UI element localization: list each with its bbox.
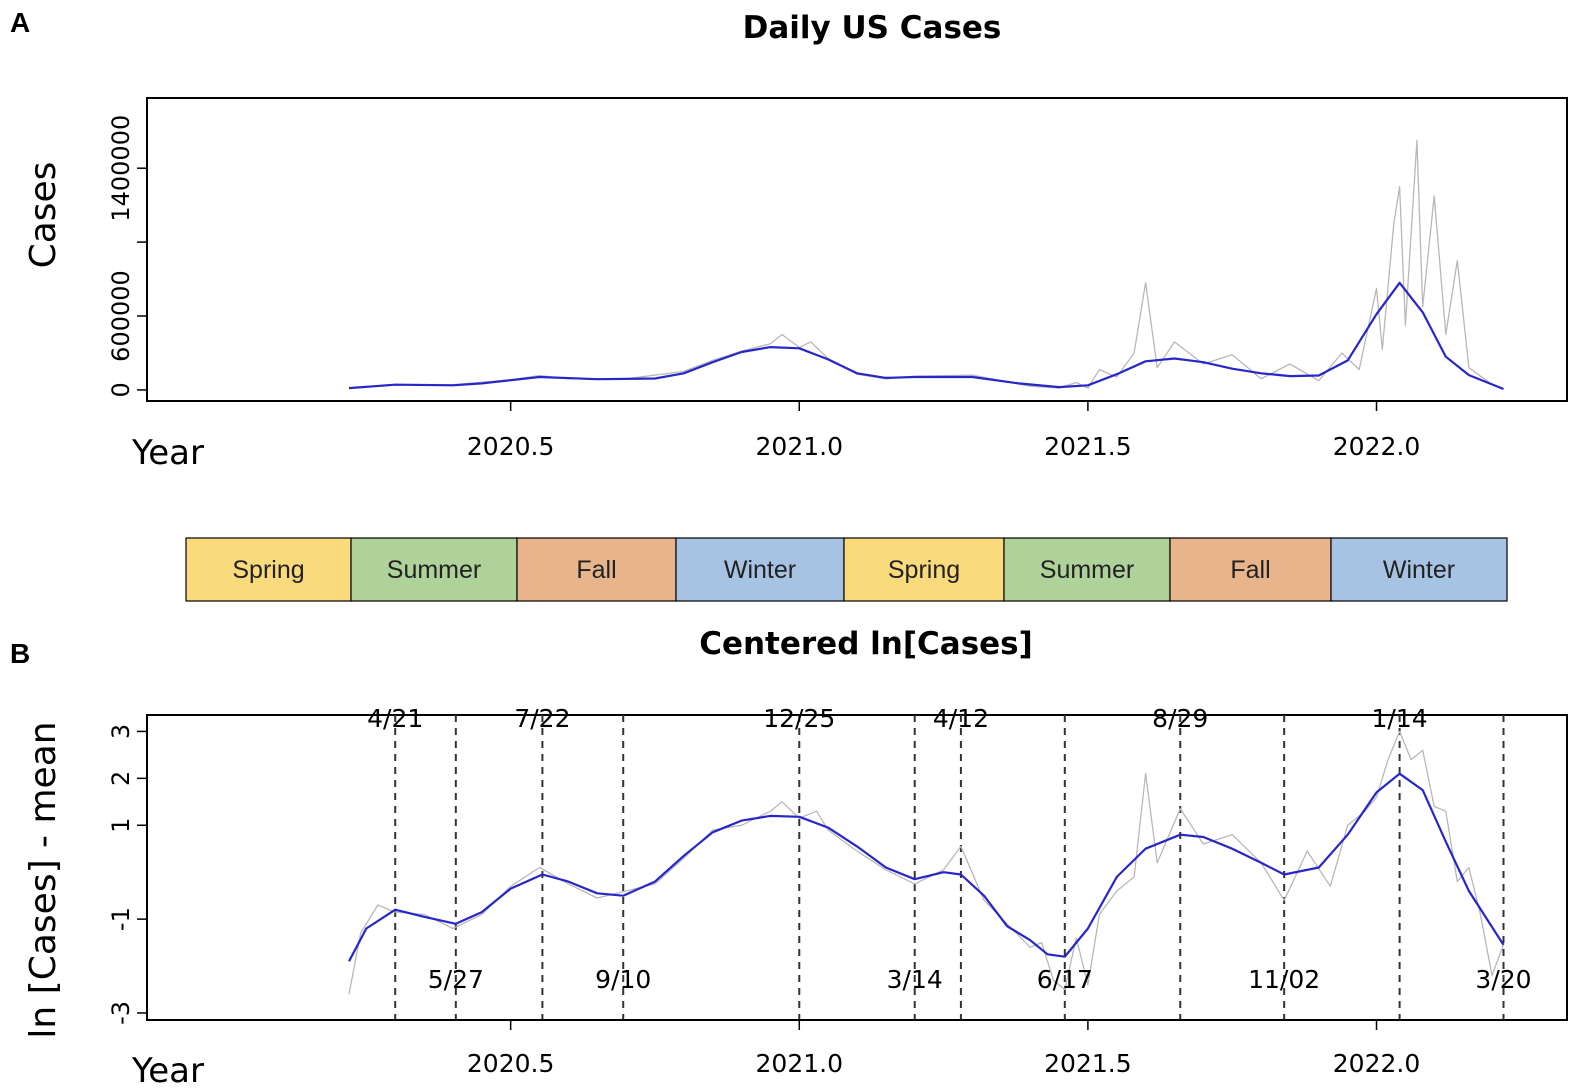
date-marker-label: 1/14 <box>1372 704 1428 733</box>
chart-b-y-tick-label: 2 <box>107 771 135 786</box>
date-marker-label: 6/17 <box>1037 965 1093 994</box>
season-label: Summer <box>1040 556 1134 584</box>
chart-a-x-tick-label: 2021.5 <box>1044 432 1131 461</box>
date-marker-label: 8/29 <box>1152 704 1208 733</box>
season-block <box>516 537 677 602</box>
chart-b-series-raw <box>348 730 1505 995</box>
season-label: Winter <box>1383 556 1455 584</box>
chart-a-y-tick-label: 600000 <box>107 270 135 362</box>
chart-b-x-tick-label: 2020.5 <box>467 1049 554 1078</box>
season-label: Winter <box>724 556 796 584</box>
date-marker-label: 3/20 <box>1475 965 1531 994</box>
chart-a-x-tick-label: 2021.0 <box>756 432 843 461</box>
chart-b-y-tick-label: 1 <box>107 818 135 833</box>
chart-a-x-tick-label: 2020.5 <box>467 432 554 461</box>
season-label: Fall <box>576 556 616 584</box>
season-block <box>1330 537 1508 602</box>
season-label: Spring <box>888 556 960 584</box>
season-label: Fall <box>1230 556 1270 584</box>
date-marker-label: 7/22 <box>514 704 570 733</box>
chart-a-y-tick-label: 1400000 <box>107 115 135 222</box>
chart-a-series-raw <box>348 139 1504 390</box>
chart-a-title: Daily US Cases <box>743 10 1002 46</box>
season-label: Summer <box>387 556 481 584</box>
date-marker-label: 9/10 <box>595 965 651 994</box>
chart-b-ylabel: ln [Cases] - mean <box>23 721 64 1038</box>
date-marker-label: 3/14 <box>887 965 943 994</box>
chart-a-series-smoothed <box>348 281 1504 391</box>
season-block <box>1169 537 1332 602</box>
season-block <box>1003 537 1171 602</box>
chart-a-xlabel: Year <box>131 433 204 473</box>
date-marker-label: 4/21 <box>367 704 423 733</box>
date-marker-label: 12/25 <box>763 704 835 733</box>
chart-b-y-tick-label: 3 <box>107 724 135 739</box>
panel-letter-b: B <box>10 638 30 669</box>
chart-daily-cases: Daily US Cases Cases Year 2020.5 2021.0 20… <box>23 10 1568 473</box>
date-marker-label: 11/02 <box>1248 965 1320 994</box>
chart-b-x-tick-label: 2022.0 <box>1333 1049 1420 1078</box>
chart-a-y-tick-label: 0 <box>107 382 135 397</box>
season-block <box>675 537 845 602</box>
chart-a-x-tick-label: 2022.0 <box>1333 432 1420 461</box>
season-block <box>350 537 518 602</box>
chart-b-title: Centered ln[Cases] <box>699 626 1033 662</box>
chart-b-y-tick-label: -3 <box>107 1001 135 1025</box>
chart-a-ylabel: Cases <box>23 162 64 269</box>
chart-centered-ln-cases: Centered ln[Cases] ln [Cases] - mean Yea… <box>23 626 1568 1091</box>
date-marker-label: 5/27 <box>428 965 484 994</box>
season-bar: Spring Summer Fall Winter Spring Summer Fall Wi… <box>185 537 1508 602</box>
date-marker-label: 4/12 <box>933 704 989 733</box>
chart-a-frame <box>146 97 1568 402</box>
chart-b-y-tick-label: -1 <box>107 907 135 931</box>
chart-b-x-tick-label: 2021.5 <box>1044 1049 1131 1078</box>
chart-b-xlabel: Year <box>131 1051 204 1091</box>
chart-b-x-tick-label: 2021.0 <box>756 1049 843 1078</box>
chart-b-series-smoothed <box>348 772 1505 962</box>
chart-b-frame <box>146 714 1568 1021</box>
panel-letter-a: A <box>10 7 30 38</box>
season-label: Spring <box>232 556 304 584</box>
season-block <box>843 537 1005 602</box>
